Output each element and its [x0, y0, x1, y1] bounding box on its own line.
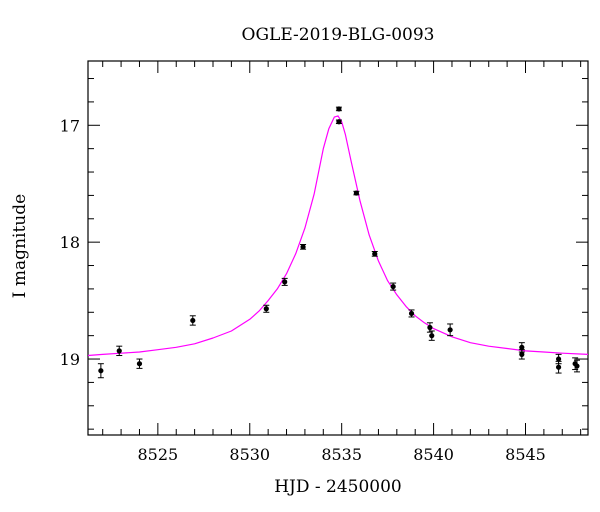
data-marker	[408, 310, 415, 317]
data-marker	[555, 364, 562, 370]
y-tick-label: 19	[60, 350, 80, 369]
data-point	[335, 106, 342, 112]
x-axis-label: HJD - 2450000	[274, 477, 402, 497]
data-point	[300, 243, 307, 250]
data-points-layer	[97, 106, 580, 379]
x-tick-label: 8530	[229, 445, 270, 464]
data-point	[518, 349, 525, 360]
axis-tick-labels: 8525 8530 8535 8540 8545 17 18 19	[60, 116, 546, 464]
data-point	[353, 190, 360, 196]
data-point	[263, 304, 270, 313]
data-marker	[519, 344, 525, 350]
y-tick-label: 18	[60, 233, 80, 252]
data-marker	[429, 333, 435, 339]
data-point	[573, 359, 580, 373]
data-point	[97, 363, 104, 379]
data-point	[136, 358, 143, 369]
data-point	[281, 277, 288, 286]
data-marker	[136, 361, 143, 367]
data-marker	[574, 363, 580, 369]
chart-title: OGLE-2019-BLG-0093	[242, 25, 435, 45]
data-marker	[353, 190, 359, 196]
data-point	[189, 315, 196, 326]
data-marker	[116, 348, 122, 354]
data-point	[428, 330, 435, 341]
data-marker	[372, 251, 378, 257]
data-marker	[555, 356, 562, 362]
data-marker	[390, 283, 396, 290]
y-axis-label: I magnitude	[10, 194, 30, 298]
data-marker	[263, 306, 269, 312]
data-point	[390, 282, 397, 291]
data-marker	[98, 368, 104, 374]
data-point	[371, 251, 378, 257]
data-marker	[336, 106, 342, 112]
data-marker	[336, 119, 342, 125]
plot-frame	[87, 60, 589, 436]
data-point	[447, 323, 454, 337]
data-point	[335, 119, 342, 125]
model-curve-layer	[87, 115, 589, 357]
data-marker	[427, 324, 433, 331]
data-marker	[300, 244, 306, 250]
data-point	[555, 360, 562, 374]
model-curve	[87, 115, 589, 357]
x-tick-label: 8540	[413, 445, 454, 464]
x-tick-label: 8545	[505, 445, 546, 464]
data-marker	[447, 327, 453, 333]
data-point	[116, 345, 123, 357]
axis-ticks	[88, 61, 588, 435]
x-tick-label: 8535	[321, 445, 362, 464]
data-marker	[282, 279, 288, 285]
data-marker	[519, 351, 525, 357]
y-tick-label: 17	[60, 116, 80, 135]
data-marker	[190, 317, 196, 324]
x-tick-label: 8525	[137, 445, 178, 464]
data-point	[408, 309, 415, 318]
